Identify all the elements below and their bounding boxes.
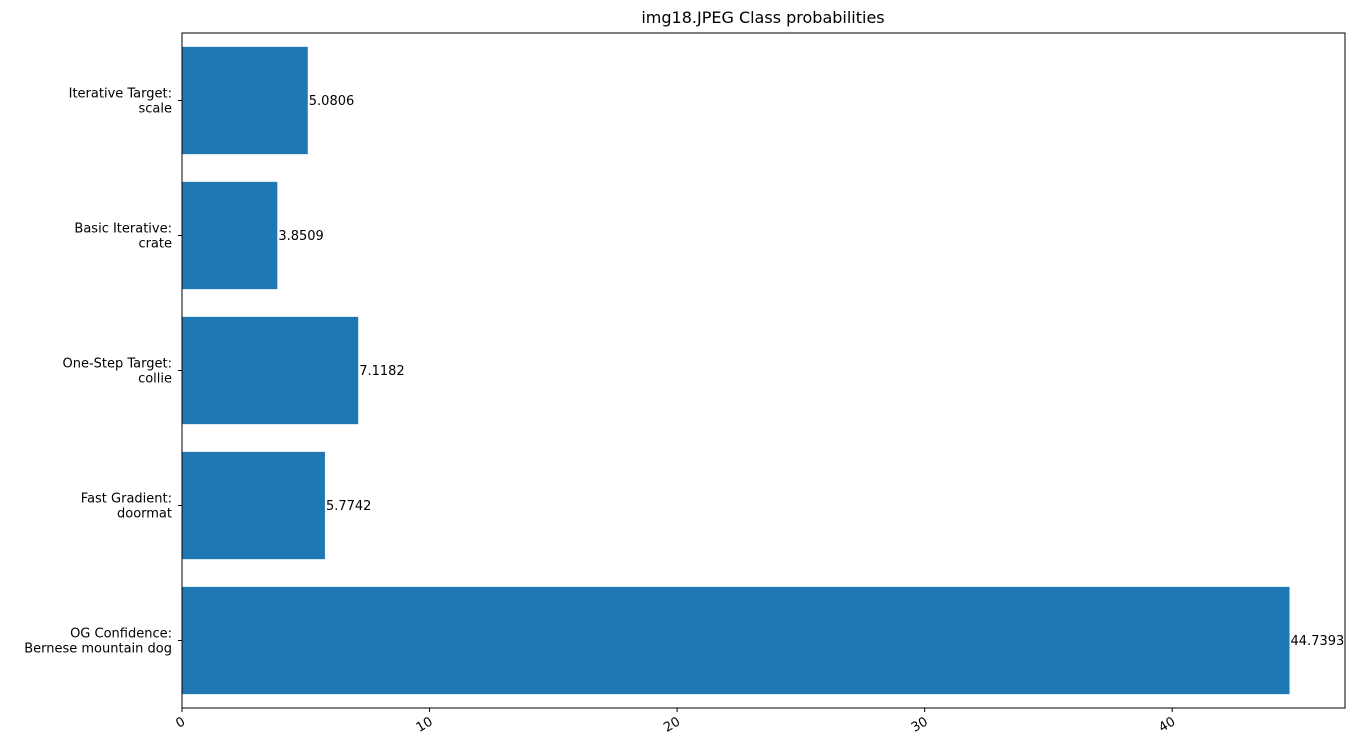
category-label: collie — [138, 372, 172, 387]
plot-frame — [181, 32, 1346, 709]
x-tick-label: 40 — [1156, 714, 1178, 735]
category-label: Fast Gradient: — [81, 492, 172, 507]
bars-group: 44.7393 5.7742 7.1182 3.8509 5.0806 — [182, 46, 1345, 695]
category-labels-group: OG Confidence:Bernese mountain dog Fast G… — [24, 87, 182, 657]
bar-value-label: 44.7393 — [1291, 634, 1345, 649]
x-tick-label: 10 — [414, 714, 436, 735]
bar — [182, 451, 325, 560]
x-tick-label: 30 — [909, 714, 931, 735]
category-label: doormat — [117, 507, 172, 522]
x-tick-label: 20 — [661, 714, 683, 735]
bar-value-label: 3.8509 — [278, 229, 324, 244]
category-label: One-Step Target: — [63, 357, 173, 372]
bar — [182, 586, 1290, 695]
category-label: Bernese mountain dog — [24, 642, 172, 657]
category-label: scale — [139, 102, 173, 117]
x-tick-label: 0 — [173, 714, 188, 731]
bar — [182, 181, 278, 290]
bar — [182, 46, 308, 155]
bar-value-label: 5.7742 — [326, 499, 372, 514]
category-label: crate — [138, 237, 172, 252]
chart-title: img18.JPEG Class probabilities — [641, 8, 884, 27]
category-label: Basic Iterative: — [74, 222, 172, 237]
bar — [182, 316, 359, 425]
category-label: Iterative Target: — [69, 87, 172, 102]
x-axis: 0 10 20 30 40 — [173, 708, 1178, 736]
bar-value-label: 7.1182 — [359, 364, 405, 379]
bar-value-label: 5.0806 — [309, 94, 355, 109]
category-label: OG Confidence: — [70, 627, 172, 642]
